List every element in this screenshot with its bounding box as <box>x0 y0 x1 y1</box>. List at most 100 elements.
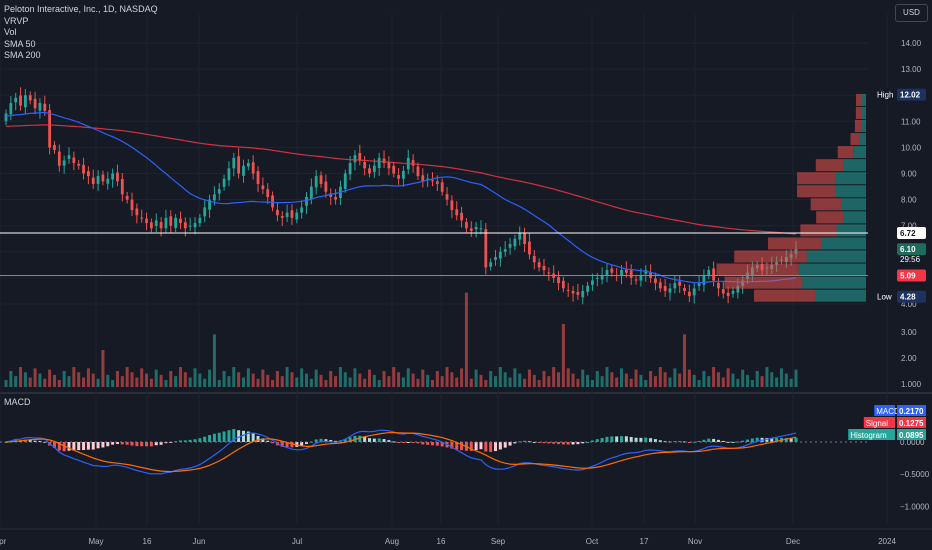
macd-hist-bar <box>319 438 323 442</box>
volume-bar <box>566 368 570 387</box>
vp-bar-down <box>815 159 844 172</box>
indicator-vrvp[interactable]: VRVP <box>4 15 29 26</box>
macd-hist-bar <box>586 441 590 443</box>
volume-bar <box>683 334 687 387</box>
macd-hist-bar <box>154 442 158 446</box>
volume-bar <box>658 367 662 387</box>
volume-bar <box>620 368 624 387</box>
volume-bar <box>367 369 371 387</box>
volume-bar <box>707 376 711 387</box>
last-price-tag-value: 6.10 <box>900 245 916 254</box>
low-tag-value: 4.28 <box>900 293 916 302</box>
macd-hist-bar <box>702 439 706 442</box>
candle-body <box>450 200 454 211</box>
volume-bar <box>532 374 536 387</box>
candle-body <box>431 180 434 182</box>
candle-body <box>145 218 148 224</box>
volume-bar <box>629 378 633 387</box>
candle-body <box>736 285 740 293</box>
time-tick-label: Jul <box>292 537 302 546</box>
volume-bar <box>779 368 783 387</box>
macd-hist-bar <box>736 441 740 443</box>
indicator-sma200[interactable]: SMA 200 <box>4 50 41 60</box>
volume-bar <box>489 370 493 387</box>
macd-hist-bar <box>232 429 236 442</box>
time-tick-label: Nov <box>688 537 702 546</box>
line-white-tag-bg <box>897 227 926 240</box>
indicator-sma50[interactable]: SMA 50 <box>4 38 36 49</box>
macd-hist-bar <box>324 439 328 442</box>
volume-bar <box>392 367 396 387</box>
volume-bar <box>72 367 76 387</box>
candle-body <box>411 160 415 166</box>
volume-bar <box>222 370 226 387</box>
volume-bar <box>363 378 367 387</box>
macd-pane-title[interactable]: MACD <box>4 397 31 407</box>
candle-body <box>324 181 328 192</box>
price-tick-label: 14.00 <box>901 39 922 48</box>
macd-hist-bar <box>72 442 76 451</box>
macd-hist-bar <box>479 442 483 450</box>
candle-body <box>523 232 526 244</box>
candle-body <box>43 103 47 111</box>
candle-body <box>169 216 173 226</box>
candle-body <box>101 174 105 182</box>
macd-hist-bar <box>741 440 745 442</box>
volume-bar <box>431 380 435 387</box>
candle-body <box>595 277 599 279</box>
vp-bar-down <box>716 263 799 276</box>
volume-bar <box>246 368 250 387</box>
volume-bar <box>726 368 730 387</box>
volume-bar <box>610 372 614 387</box>
macd-axis: 0.0000 −0.5000 −1.0000 <box>900 438 930 511</box>
macd-hist-bar <box>140 442 144 447</box>
macd-hist-bar <box>96 442 100 449</box>
candle-body <box>295 212 299 220</box>
candle-body <box>183 222 187 229</box>
candle-body <box>91 177 95 184</box>
macd-hist-bar <box>130 442 134 446</box>
macd-hist-bar <box>469 442 473 451</box>
candle-body <box>474 227 478 230</box>
volume-bar <box>208 369 212 387</box>
time-tick-label: Aug <box>385 537 399 546</box>
indicator-vol[interactable]: Vol <box>4 27 17 37</box>
candle-body <box>445 194 449 200</box>
macd-hist-bar <box>304 442 308 444</box>
high-tag-label-bg <box>874 88 896 101</box>
volume-bar <box>605 367 609 387</box>
macd-hist-bar <box>43 441 47 443</box>
candle-body <box>222 178 226 187</box>
volume-bar <box>285 367 289 387</box>
currency-button[interactable]: USD <box>895 4 928 22</box>
symbol-title[interactable]: Peloton Interactive, Inc., 1D, NASDAQ <box>4 4 158 14</box>
volume-bar <box>508 377 512 387</box>
volume-bar <box>91 373 95 387</box>
macd-hist-bar <box>33 440 37 442</box>
line-orange-tag: 5.09 <box>897 269 926 282</box>
candle-body <box>106 178 110 184</box>
volume-bar <box>348 377 352 387</box>
volume-tick-label: 3.00 <box>901 328 917 337</box>
volume-bar <box>736 378 740 387</box>
volume-bar <box>649 370 653 387</box>
candle-body <box>402 170 405 179</box>
volume-bar <box>435 370 439 387</box>
candle-body <box>591 280 594 285</box>
candle-body <box>513 238 517 247</box>
macd-tag-name-bg <box>863 417 895 428</box>
macd-hist-bar <box>494 442 498 452</box>
macd-hist-bar <box>106 442 110 447</box>
volume-bar <box>600 376 604 387</box>
candle-body <box>421 175 425 182</box>
volume-bar <box>19 367 23 387</box>
candle-body <box>309 186 313 200</box>
macd-hist-bar <box>755 437 759 442</box>
candle-body <box>154 220 158 226</box>
candle-body <box>658 282 662 289</box>
time-tick-label: 16 <box>437 537 446 546</box>
volume-bar <box>523 378 527 387</box>
volume-bar <box>169 370 173 387</box>
macd-hist-bar <box>193 439 197 442</box>
